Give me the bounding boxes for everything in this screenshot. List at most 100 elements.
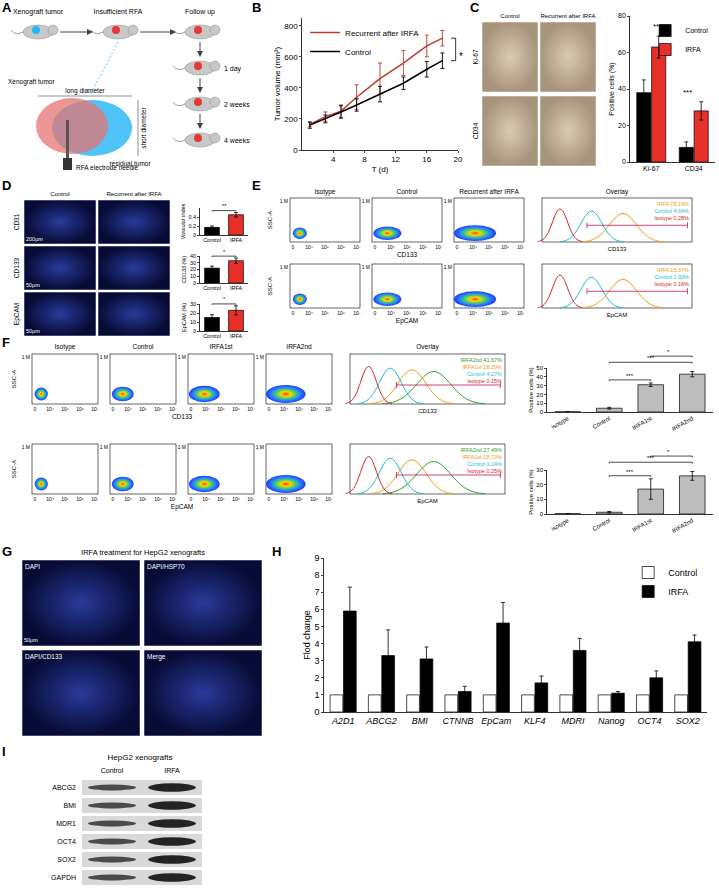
svg-text:4 weeks: 4 weeks (224, 137, 250, 144)
svg-text:IRFA2nd: IRFA2nd (671, 517, 694, 534)
svg-text:10⁶: 10⁶ (419, 310, 427, 316)
svg-text:Control: Control (685, 27, 708, 34)
svg-text:10⁶: 10⁶ (501, 310, 509, 316)
svg-text:0: 0 (293, 146, 298, 155)
svg-text:10⁴: 10⁴ (469, 244, 477, 250)
svg-text:0: 0 (456, 244, 459, 250)
svg-text:IRFA: IRFA (230, 285, 243, 291)
svg-text:***: *** (647, 355, 655, 361)
svg-text:Recurrent after IRFA: Recurrent after IRFA (345, 29, 419, 38)
svg-text:Isotype: Isotype (55, 343, 76, 351)
svg-text:1 M: 1 M (280, 264, 288, 270)
svg-text:10⁷: 10⁷ (435, 310, 443, 316)
svg-text:RFA electrode needle: RFA electrode needle (76, 164, 139, 171)
svg-text:10⁶: 10⁶ (501, 244, 509, 250)
svg-text:10⁶: 10⁶ (232, 496, 240, 502)
svg-text:EpCAM: EpCAM (396, 317, 418, 325)
svg-text:10: 10 (190, 319, 196, 325)
svg-text:10⁵: 10⁵ (217, 496, 225, 502)
svg-text:10⁴: 10⁴ (387, 310, 395, 316)
svg-text:*: * (667, 349, 670, 355)
svg-text:EpCAM: EpCAM (13, 303, 21, 325)
svg-text:10⁷: 10⁷ (91, 406, 99, 412)
svg-text:IRFA: IRFA (685, 46, 701, 53)
svg-text:50μm: 50μm (26, 282, 40, 288)
svg-text:IRFA: IRFA (230, 237, 243, 243)
svg-text:Ki-67: Ki-67 (472, 49, 479, 65)
svg-text:EpCAM: EpCAM (171, 503, 193, 511)
svg-text:Control 4.64%: Control 4.64% (654, 208, 689, 214)
svg-text:short diameter: short diameter (140, 106, 147, 148)
svg-text:**: ** (222, 203, 227, 209)
svg-text:0: 0 (268, 406, 271, 412)
svg-text:10⁷: 10⁷ (517, 310, 525, 316)
svg-text:6: 6 (314, 604, 319, 614)
svg-text:10⁶: 10⁶ (310, 406, 318, 412)
svg-text:SSC-A: SSC-A (11, 370, 17, 388)
svg-text:Control: Control (50, 191, 69, 197)
svg-text:Control: Control (591, 415, 611, 430)
svg-text:10⁵: 10⁵ (139, 496, 147, 502)
svg-text:GAPDH: GAPDH (51, 874, 76, 881)
svg-text:Follow up: Follow up (185, 8, 215, 16)
svg-text:***: *** (647, 455, 655, 461)
svg-text:Control: Control (500, 13, 519, 19)
svg-text:Recurrent after IRFA: Recurrent after IRFA (459, 188, 519, 195)
svg-text:1 M: 1 M (22, 444, 30, 450)
svg-text:**: ** (653, 22, 659, 31)
svg-text:10⁶: 10⁶ (154, 496, 162, 502)
svg-text:5: 5 (314, 622, 319, 632)
svg-text:10⁵: 10⁵ (295, 496, 303, 502)
svg-text:10⁵: 10⁵ (321, 310, 329, 316)
svg-text:1 M: 1 M (22, 354, 30, 360)
svg-text:0: 0 (112, 496, 115, 502)
svg-text:G: G (2, 544, 12, 559)
svg-text:800: 800 (284, 22, 298, 31)
svg-text:10⁵: 10⁵ (403, 310, 411, 316)
svg-text:4: 4 (331, 155, 336, 164)
svg-text:Isotype 0.25%: Isotype 0.25% (467, 468, 502, 474)
svg-text:HepG2 xenografts: HepG2 xenografts (108, 753, 173, 762)
svg-text:10⁴: 10⁴ (46, 496, 54, 502)
svg-text:*: * (459, 51, 463, 62)
svg-text:DAPI: DAPI (25, 563, 40, 570)
svg-text:Xenograft tumor: Xenograft tumor (8, 78, 55, 86)
svg-text:EpCAM: EpCAM (417, 498, 438, 504)
svg-text:10⁷: 10⁷ (247, 406, 255, 412)
svg-text:10⁵: 10⁵ (403, 244, 411, 250)
svg-text:CD133: CD133 (172, 413, 193, 420)
svg-text:10⁴: 10⁴ (202, 496, 210, 502)
svg-text:10⁷: 10⁷ (435, 244, 443, 250)
svg-text:E: E (252, 178, 261, 193)
svg-text:10: 10 (536, 496, 543, 502)
svg-text:KLF4: KLF4 (524, 716, 546, 726)
svg-text:*: * (223, 249, 226, 255)
svg-text:2 weeks: 2 weeks (224, 101, 250, 108)
svg-text:***: *** (683, 88, 692, 97)
svg-text:20: 20 (190, 266, 196, 272)
svg-text:40: 40 (618, 85, 626, 92)
svg-text:A: A (2, 0, 12, 15)
svg-text:10⁴: 10⁴ (280, 406, 288, 412)
svg-text:IRFA: IRFA (230, 333, 243, 339)
svg-text:EpCAM (%): EpCAM (%) (181, 303, 187, 332)
svg-text:SSC-A: SSC-A (11, 460, 17, 478)
svg-text:10⁵: 10⁵ (61, 496, 69, 502)
svg-text:10⁴: 10⁴ (124, 406, 132, 412)
svg-text:Recurrent after IRFA: Recurrent after IRFA (106, 191, 161, 197)
svg-text:1 M: 1 M (256, 444, 264, 450)
svg-text:IRFA1st: IRFA1st (209, 343, 232, 350)
svg-text:10⁵: 10⁵ (295, 406, 303, 412)
svg-text:Isotype: Isotype (315, 188, 336, 196)
svg-text:1 M: 1 M (444, 198, 452, 204)
svg-text:CD133: CD133 (418, 408, 437, 414)
svg-text:20: 20 (454, 155, 463, 164)
svg-text:IRFA1st: IRFA1st (631, 517, 653, 533)
svg-text:40: 40 (190, 253, 196, 259)
svg-text:30: 30 (536, 383, 543, 389)
svg-text:CD34: CD34 (472, 122, 479, 139)
svg-text:10⁷: 10⁷ (353, 244, 361, 250)
svg-text:IRFA 28.19%: IRFA 28.19% (657, 201, 689, 207)
svg-text:CD31: CD31 (13, 213, 20, 230)
svg-text:0: 0 (540, 511, 544, 517)
